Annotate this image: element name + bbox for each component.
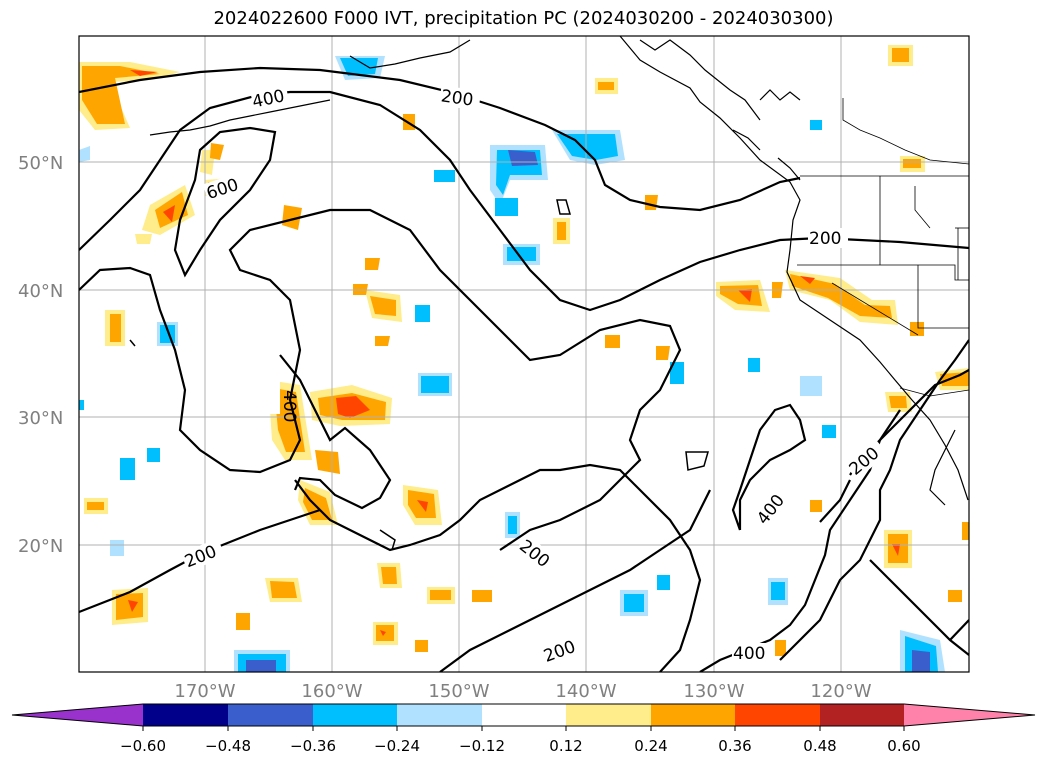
colorbar-bin bbox=[566, 704, 651, 726]
colorbar-tick-label: −0.24 bbox=[374, 737, 420, 755]
colorbar-under-extension bbox=[12, 704, 143, 726]
colorbar-bin bbox=[313, 704, 397, 726]
colorbar-bin bbox=[397, 704, 482, 726]
graticule bbox=[79, 36, 969, 672]
lon-label: 130°W bbox=[683, 681, 744, 702]
colorbar-tick-label: 0.36 bbox=[718, 737, 751, 755]
lat-label: 40°N bbox=[18, 281, 63, 302]
contour-label: 200 bbox=[440, 86, 475, 110]
colorbar-bin bbox=[735, 704, 820, 726]
colorbar-tick-label: −0.12 bbox=[459, 737, 505, 755]
lon-label: 160°W bbox=[301, 681, 362, 702]
lat-label: 50°N bbox=[18, 153, 63, 174]
lon-label: 150°W bbox=[428, 681, 489, 702]
longitude-labels: 170°W 160°W 150°W 140°W 130°W 120°W bbox=[174, 681, 871, 702]
colorbar-tick-label: −0.60 bbox=[120, 737, 166, 755]
lat-label: 30°N bbox=[18, 408, 63, 429]
map-area bbox=[79, 36, 969, 672]
colorbar-over-extension bbox=[904, 704, 1035, 726]
colorbar-bin bbox=[228, 704, 313, 726]
contour-label: 200 bbox=[809, 229, 841, 249]
colorbar-tick-label: 0.60 bbox=[887, 737, 920, 755]
map-frame bbox=[78, 35, 970, 673]
latitude-labels: 50°N 40°N 30°N 20°N bbox=[18, 153, 63, 557]
colorbar-bin bbox=[143, 704, 228, 726]
chart-title: 2024022600 F000 IVT, precipitation PC (2… bbox=[213, 8, 834, 29]
colorbar-tick-label: 0.24 bbox=[634, 737, 667, 755]
colorbar-tick-label: 0.12 bbox=[549, 737, 582, 755]
borders bbox=[797, 98, 969, 397]
colorbar: −0.60 −0.48 −0.36 −0.24 −0.12 0.12 0.24 … bbox=[11, 703, 1036, 755]
colorbar-bin bbox=[482, 704, 566, 726]
negative-anomaly-regions bbox=[79, 56, 945, 672]
lon-label: 120°W bbox=[810, 681, 871, 702]
lon-label: 140°W bbox=[555, 681, 616, 702]
colorbar-tick-label: −0.36 bbox=[290, 737, 336, 755]
colorbar-bin bbox=[651, 704, 735, 726]
colorbar-bin bbox=[820, 704, 904, 726]
contour-label: 400 bbox=[733, 644, 765, 664]
contour-label: 400 bbox=[279, 390, 299, 422]
islands bbox=[129, 199, 709, 551]
lon-label: 170°W bbox=[174, 681, 235, 702]
lat-label: 20°N bbox=[18, 536, 63, 557]
colorbar-tick-label: −0.48 bbox=[205, 737, 251, 755]
colorbar-tick-label: 0.48 bbox=[803, 737, 836, 755]
